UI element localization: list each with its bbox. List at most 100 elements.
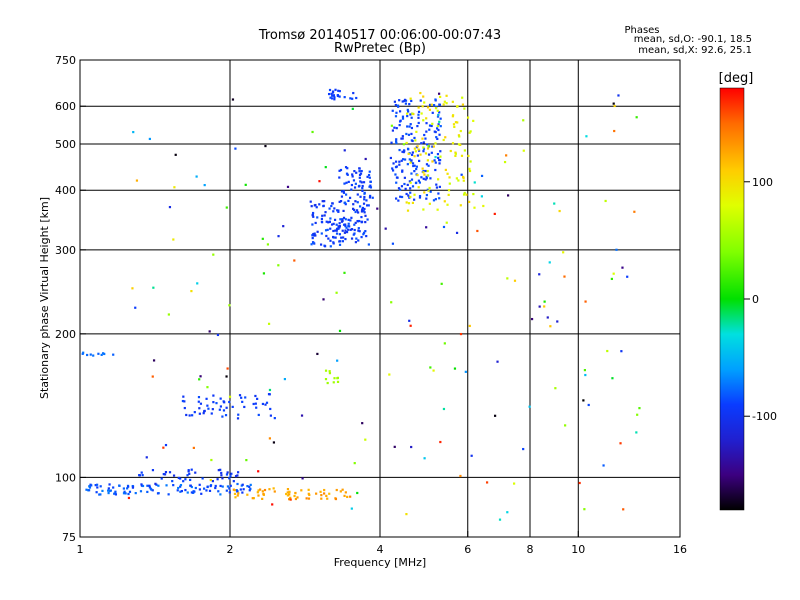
data-point [413,170,416,173]
data-point [262,272,266,275]
data-point [413,198,416,201]
data-point [190,485,193,489]
data-point [349,97,352,100]
data-point [179,483,183,487]
data-point [226,367,229,370]
data-point [349,228,352,231]
data-point [190,289,193,293]
data-point [358,167,361,170]
data-point [445,102,448,105]
data-point [446,203,449,206]
data-point [224,414,228,417]
data-point [351,173,354,176]
data-point [442,103,445,106]
data-point [131,485,135,488]
data-point [428,103,432,107]
data-point [359,195,362,198]
data-point [456,105,459,108]
data-point [331,202,334,205]
data-point [354,200,357,203]
data-point [473,206,476,209]
data-point [333,207,336,210]
data-point [327,92,331,96]
data-point [81,352,84,355]
data-point [97,352,100,355]
data-point [437,113,440,117]
data-point [626,275,629,278]
data-point [436,137,439,141]
data-point [411,151,414,154]
data-point [435,183,438,186]
data-point [229,484,232,487]
data-point [620,350,623,353]
data-point [538,273,541,276]
data-point [409,123,412,126]
data-point [393,445,396,448]
data-point [463,191,466,195]
data-point [451,115,454,118]
data-point [326,228,329,231]
data-point [426,147,430,150]
data-point [505,154,508,157]
data-point [604,199,607,203]
data-point [217,490,220,493]
data-point [219,397,222,400]
data-point [92,354,95,357]
data-point [183,400,186,403]
data-point [472,119,475,122]
data-point [522,119,525,122]
data-point [439,125,442,128]
data-point [395,165,398,168]
data-point [408,319,411,322]
data-point [426,143,429,146]
data-point [457,179,460,182]
data-point [468,169,472,173]
data-point [430,124,433,128]
data-point [426,169,429,173]
data-point [311,214,314,217]
data-point [340,195,344,198]
data-point [189,484,192,487]
data-point [198,488,202,491]
data-point [405,192,408,196]
data-point [329,245,332,248]
data-point [329,239,332,242]
data-point [221,477,224,480]
data-point [186,491,189,494]
data-point [127,485,130,488]
data-point [333,96,336,99]
data-point [459,474,462,478]
data-point [436,208,439,211]
data-point [468,324,471,328]
data-point [198,412,201,415]
data-point [395,140,398,143]
data-point [413,147,416,150]
data-point [339,200,343,203]
data-point [417,113,420,116]
data-point [216,478,219,481]
data-point [267,322,271,325]
data-point [199,402,203,405]
data-point [347,199,350,202]
data-point [391,109,394,112]
data-point [453,125,456,129]
data-point [248,485,251,488]
data-point [426,106,430,109]
data-point [326,381,329,385]
data-point [393,100,396,103]
data-point [394,197,398,200]
data-point [530,317,534,321]
data-point [257,413,260,417]
data-point [236,482,239,486]
data-point [140,471,143,474]
data-point [442,407,446,411]
data-point [320,220,323,223]
colorbar-tick-label: 0 [752,293,759,306]
data-point [231,405,234,408]
data-point [583,369,587,372]
data-point [308,493,311,497]
data-point [368,196,372,199]
data-point [231,98,235,101]
data-point [633,210,636,213]
data-point [151,375,154,378]
